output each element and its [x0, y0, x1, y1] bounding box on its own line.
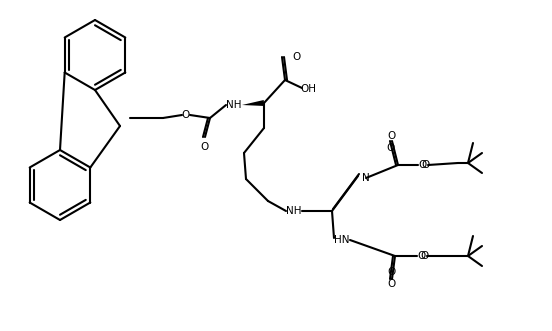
Text: O: O: [388, 279, 396, 289]
Text: O: O: [182, 110, 190, 120]
Text: O: O: [418, 251, 426, 261]
Text: NH: NH: [226, 100, 242, 110]
Text: O: O: [387, 143, 395, 153]
Text: HN: HN: [335, 235, 350, 245]
Text: NH: NH: [286, 206, 302, 216]
Text: O: O: [388, 267, 396, 277]
Polygon shape: [242, 100, 264, 106]
Text: O: O: [201, 142, 209, 152]
Text: OH: OH: [300, 84, 316, 94]
Text: N: N: [362, 173, 370, 183]
Text: O: O: [388, 131, 396, 141]
Text: O: O: [421, 251, 429, 261]
Text: O: O: [422, 160, 430, 170]
Text: O: O: [293, 52, 301, 62]
Text: O: O: [419, 160, 427, 170]
